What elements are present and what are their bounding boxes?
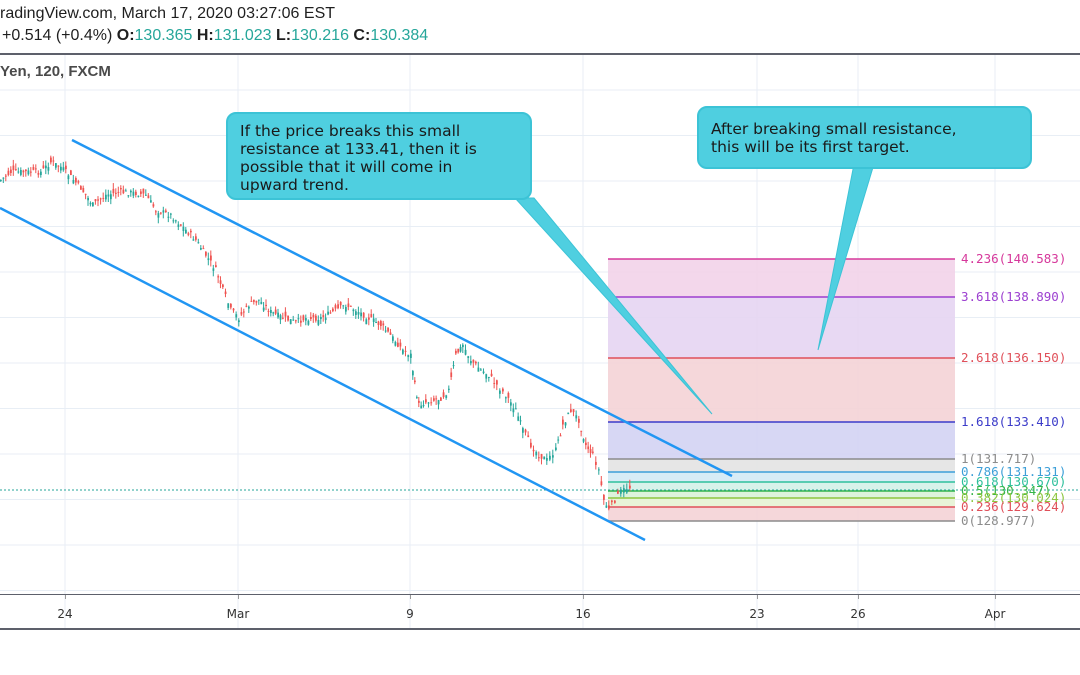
fib-level-label: 0(128.977) [961,513,1037,528]
close-label: C: [353,27,371,44]
fib-level-label: 1(131.717) [961,451,1037,466]
callout-resistance-line3: possible that it will come in [240,158,453,176]
symbol-title: Yen, 120, FXCM [0,63,111,80]
chart-bottom-border [0,628,1080,630]
time-axis-tick [757,595,758,599]
fib-level-label: 0.236(129.624) [961,499,1067,514]
fib-level-label: 0.786(131.131) [961,464,1067,479]
fib-level-label: 0.618(130.670) [961,474,1067,489]
open-value: 130.365 [134,27,193,44]
low-value: 130.216 [291,27,349,44]
fib-level-label: 4.236(140.583) [961,251,1067,266]
lower-trend-line[interactable] [0,206,646,542]
fibonacci-extension[interactable] [608,258,955,522]
time-axis-tick [410,595,411,599]
fib-level-label: 2.618(136.150) [961,350,1067,365]
high-label: H: [196,27,214,44]
callout-resistance-line2: resistance at 133.41, then it is [240,140,477,158]
ohlc-readout: +0.514 (+0.4%) O:130.365 H:131.023 L:130… [2,27,428,45]
close-value: 130.384 [370,27,429,44]
time-axis-tick [65,595,66,599]
time-axis-label: Mar [226,607,250,621]
callout-resistance-line4: upward trend. [240,176,349,194]
open-label: O: [116,27,135,44]
upper-trend-line[interactable] [71,138,733,478]
time-axis-tick [238,595,239,599]
time-axis-tick [858,595,859,599]
callout-target-line2: this will be its first target. [711,138,910,156]
fib-level-label: 0.5(130.347) [961,483,1052,498]
low-label: L: [276,27,292,44]
time-axis-label: Apr [984,607,1006,621]
callout-resistance[interactable]: If the price breaks this small resistanc… [226,112,532,200]
price-change: +0.514 (+0.4%) [2,27,113,44]
fib-level-label: 1.618(133.410) [961,414,1067,429]
chart-source-timestamp: radingView.com, March 17, 2020 03:27:06 … [0,5,336,22]
high-value: 131.023 [213,27,272,44]
time-axis-label: 26 [850,607,866,621]
fib-level-label: 0.382(130.024) [961,490,1067,505]
candlesticks [0,155,631,511]
time-axis-tick [995,595,996,599]
time-axis-label: 24 [57,607,73,621]
time-axis-tick [583,595,584,599]
callout-target-line1: After breaking small resistance, [711,120,957,138]
time-axis-label: 23 [749,607,765,621]
time-axis-label: 9 [406,607,414,621]
fib-level-label: 3.618(138.890) [961,289,1067,304]
callout-target[interactable]: After breaking small resistance, this wi… [697,106,1032,169]
time-axis-border [0,594,1080,595]
chart-top-border [0,53,1080,55]
callout-resistance-line1: If the price breaks this small [240,122,461,140]
time-axis-label: 16 [575,607,591,621]
